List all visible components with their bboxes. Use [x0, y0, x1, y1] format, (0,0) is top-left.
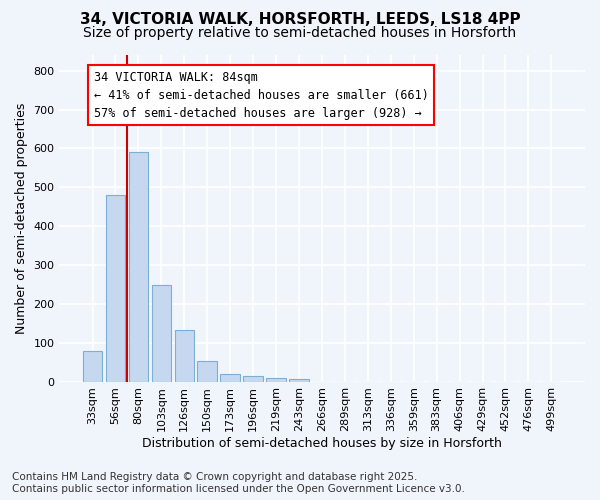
Bar	[175, 330, 194, 382]
Bar	[220, 374, 240, 382]
Text: 34, VICTORIA WALK, HORSFORTH, LEEDS, LS18 4PP: 34, VICTORIA WALK, HORSFORTH, LEEDS, LS1…	[80, 12, 520, 26]
Text: Contains HM Land Registry data © Crown copyright and database right 2025.
Contai: Contains HM Land Registry data © Crown c…	[12, 472, 465, 494]
Bar	[152, 285, 171, 382]
Y-axis label: Number of semi-detached properties: Number of semi-detached properties	[15, 103, 28, 334]
Bar	[83, 351, 102, 382]
Bar	[106, 195, 125, 382]
Bar	[289, 380, 309, 382]
Bar	[266, 378, 286, 382]
Bar	[128, 152, 148, 382]
X-axis label: Distribution of semi-detached houses by size in Horsforth: Distribution of semi-detached houses by …	[142, 437, 502, 450]
Bar	[244, 376, 263, 382]
Bar	[197, 360, 217, 382]
Text: 34 VICTORIA WALK: 84sqm
← 41% of semi-detached houses are smaller (661)
57% of s: 34 VICTORIA WALK: 84sqm ← 41% of semi-de…	[94, 70, 428, 120]
Text: Size of property relative to semi-detached houses in Horsforth: Size of property relative to semi-detach…	[83, 26, 517, 40]
